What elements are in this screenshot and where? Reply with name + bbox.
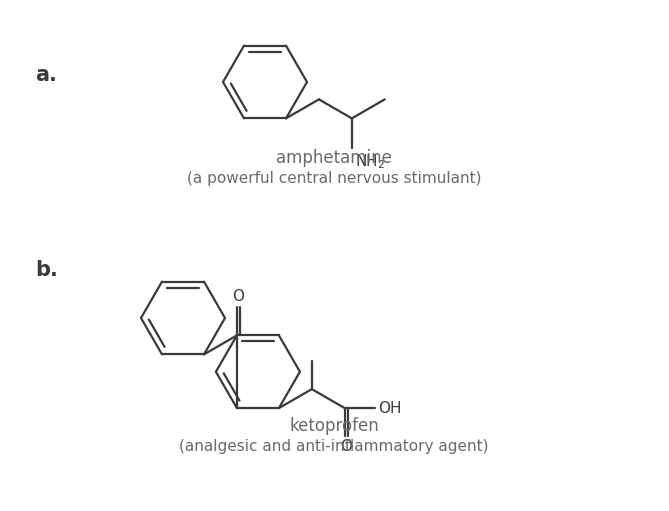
- Text: a.: a.: [35, 65, 57, 85]
- Text: NH$_2$: NH$_2$: [355, 152, 385, 171]
- Text: b.: b.: [35, 260, 58, 280]
- Text: amphetamine: amphetamine: [276, 149, 392, 167]
- Text: O: O: [340, 439, 352, 454]
- Text: ketoprofen: ketoprofen: [289, 417, 379, 435]
- Text: (analgesic and anti-inflammatory agent): (analgesic and anti-inflammatory agent): [179, 439, 489, 454]
- Text: (a powerful central nervous stimulant): (a powerful central nervous stimulant): [187, 171, 481, 185]
- Text: OH: OH: [378, 401, 401, 415]
- Text: O: O: [232, 289, 244, 305]
